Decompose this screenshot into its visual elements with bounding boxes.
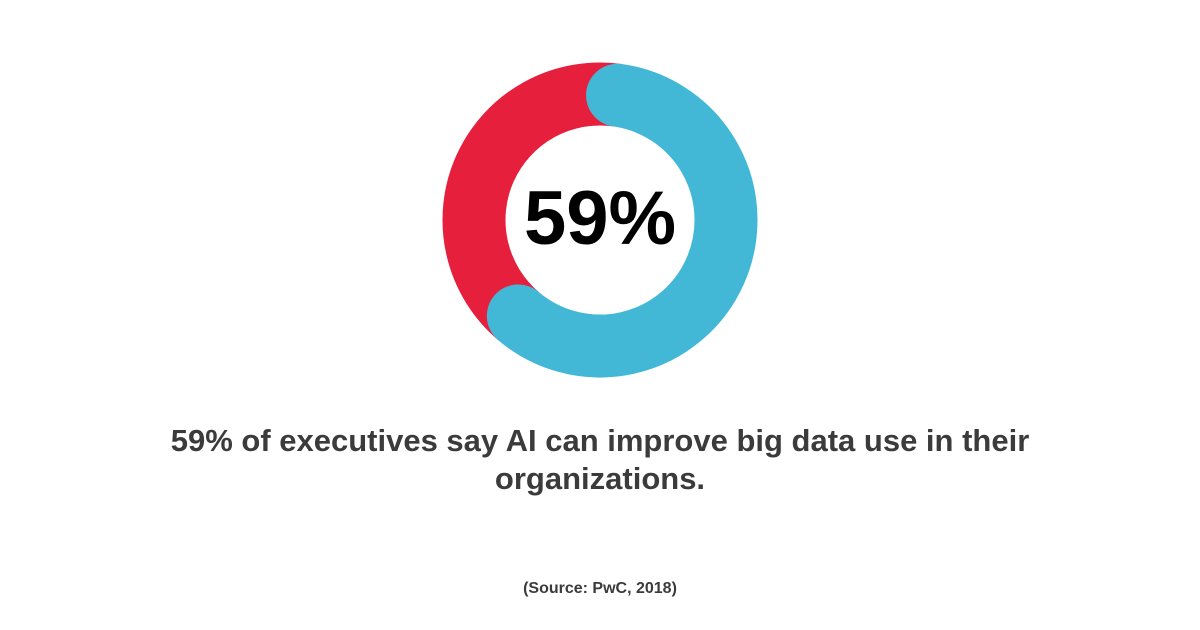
donut-segment — [486, 63, 758, 378]
source: (Source: PwC, 2018) — [523, 580, 677, 597]
donut-segment — [442, 62, 622, 340]
center-label: 59% — [524, 176, 676, 261]
caption: 59% of executives say AI can improve big… — [170, 423, 1030, 496]
donut — [442, 62, 758, 378]
